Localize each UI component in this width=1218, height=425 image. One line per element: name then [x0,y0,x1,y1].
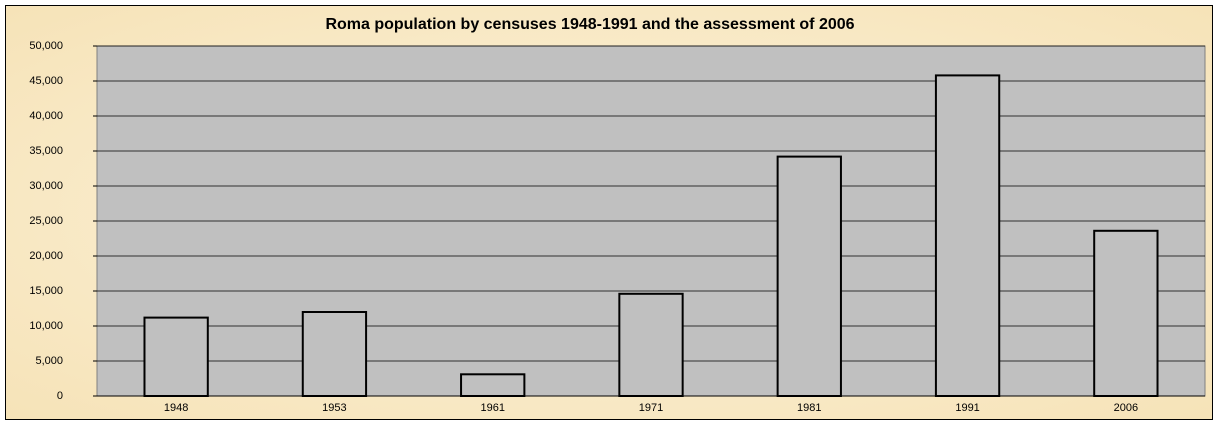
x-tick-label: 1971 [639,402,663,414]
y-tick-label: 15,000 [29,285,63,297]
bar [301,311,368,397]
y-tick-label: 35,000 [29,145,63,157]
x-tick-label: 1981 [797,402,821,414]
x-tick-label: 2006 [1114,402,1138,414]
x-tick-label: 1948 [164,402,188,414]
y-tick-label: 50,000 [29,40,63,52]
chart-title: Roma population by censuses 1948-1991 an… [325,16,854,33]
x-tick-label: 1961 [480,402,504,414]
y-tick-label: 0 [57,390,63,402]
bar [143,316,209,398]
bar [934,74,1001,398]
y-tick-label: 45,000 [29,75,63,87]
y-tick-label: 25,000 [29,215,63,227]
bar [460,373,526,397]
bar [1093,229,1159,397]
x-tick-label: 1991 [955,402,979,414]
bar [776,155,842,397]
y-tick-label: 10,000 [29,320,63,332]
x-tick-label: 1953 [322,402,346,414]
bar [618,292,684,397]
y-tick-label: 20,000 [29,250,63,262]
y-tick-label: 30,000 [29,180,63,192]
y-tick-label: 5,000 [35,355,63,367]
y-tick-label: 40,000 [29,110,63,122]
